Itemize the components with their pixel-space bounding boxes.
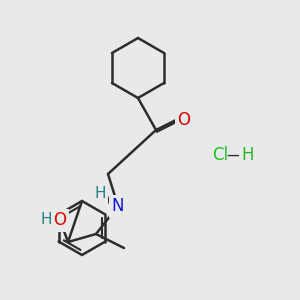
Text: Cl: Cl [212, 146, 228, 164]
Text: H: H [94, 187, 106, 202]
Text: N: N [112, 197, 124, 215]
Text: O: O [178, 111, 190, 129]
Text: O: O [53, 211, 67, 229]
Text: H: H [242, 146, 254, 164]
Text: H: H [40, 212, 52, 227]
Text: —: — [227, 146, 243, 164]
